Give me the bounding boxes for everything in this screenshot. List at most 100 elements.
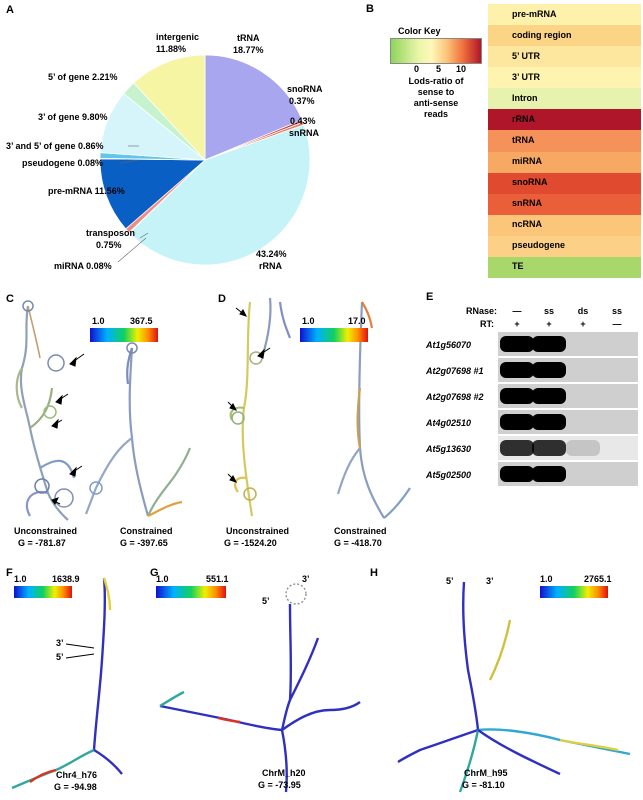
gel-band-0-0 (500, 336, 534, 352)
gel-band-4-2 (566, 440, 600, 456)
gel-strip-1 (498, 358, 638, 382)
structure-h (397, 581, 631, 793)
f-three-prime: 3’ (56, 638, 64, 648)
structure-c-unconstrained (15, 300, 76, 521)
gel-band-5-1 (532, 466, 566, 482)
arrows-c (51, 353, 85, 505)
heatmap-label-7: miRNA (512, 156, 543, 167)
f-arrow-3 (65, 643, 95, 649)
color-key-tick-5: 5 (436, 64, 442, 74)
gel-band-5-0 (500, 466, 534, 482)
heatmap-cell-4: Intron (488, 88, 641, 110)
scale-f-min: 1.0 (14, 574, 27, 584)
rt-header-2: + (580, 319, 586, 329)
gel-gene-label-5: At5g02500 (426, 470, 472, 480)
heatmap-cell-0: pre-mRNA (488, 4, 641, 26)
scale-f-bar (14, 586, 72, 598)
leader-mirna (117, 237, 147, 263)
scale-g-max: 551.1 (206, 574, 229, 584)
rnase-header-1: ss (543, 306, 554, 316)
caption-d-left: Unconstrained (226, 526, 289, 536)
caption-d-right: Constrained (334, 526, 387, 536)
rnase-label: RNase: (466, 306, 498, 316)
pie-label-transposon: transposon (86, 228, 135, 238)
heatmap-label-0: pre-mRNA (512, 8, 557, 19)
pie-label-3gene: 3’ of gene 9.80% (38, 112, 108, 122)
rnase-header-0: — (512, 306, 522, 316)
heatmap-column: pre-mRNA coding region 5’ UTR 3’ UTR Intron r… (488, 4, 641, 279)
panel-d-letter: D (218, 293, 226, 305)
pie-slice-3 (128, 124, 311, 266)
pie-label-mirna: miRNA 0.08% (54, 261, 112, 271)
panel-b-letter: B (366, 3, 374, 15)
pie-pct-snrna: 0.43% (290, 116, 316, 126)
h-name: ChrM_h95 (464, 768, 508, 778)
rt-label: RT: (480, 319, 494, 329)
panel-e: E RNase: RT: — ss ds ss + + + — At1g56070 At2g07… (420, 288, 643, 498)
scale-g-bar (156, 586, 226, 598)
panel-e-letter: E (426, 291, 434, 303)
f-five-prime: 5’ (56, 652, 64, 662)
heatmap-cell-12: TE (488, 256, 641, 279)
scale-c-min: 1.0 (92, 316, 105, 326)
rt-header-1: + (546, 319, 552, 329)
scale-d-min: 1.0 (302, 316, 315, 326)
color-key-caption: Lods-ratio of sense to anti-sense reads (390, 76, 482, 120)
g-five-prime: 5’ (262, 596, 270, 606)
panels-f-g-h: F G H 1.0 1638.9 3’ 5’ Chr4_h76 G = -94.… (6, 567, 631, 793)
panel-g-letter: G (150, 567, 159, 579)
color-key-tick-10: 10 (456, 64, 467, 74)
panel-c-letter: C (6, 293, 14, 305)
heatmap-cell-7: miRNA (488, 151, 641, 174)
gel-gene-label-4: At5g13630 (426, 444, 472, 454)
scale-h-max: 2765.1 (584, 574, 612, 584)
heatmap-label-2: 5’ UTR (512, 50, 541, 61)
g-d-left: G = -1524.20 (224, 538, 277, 548)
pie-label-intergenic: intergenic (156, 32, 199, 42)
g-c-right: G = -397.65 (120, 538, 168, 548)
color-key-gradient (390, 38, 482, 64)
scale-d-bar (300, 328, 368, 342)
caption-c-right: Constrained (120, 526, 173, 536)
heatmap-label-9: snRNA (512, 198, 543, 209)
f-g: G = -94.98 (54, 782, 97, 792)
h-g: G = -81.10 (462, 780, 505, 790)
heatmap-cell-2: 5’ UTR (488, 46, 641, 68)
gel-band-1-0 (500, 362, 534, 378)
g-three-prime: 3’ (302, 574, 310, 584)
heatmap-cell-10: ncRNA (488, 214, 641, 237)
g-c-left: G = -781.87 (18, 538, 66, 548)
gel-band-2-0 (500, 388, 534, 404)
panel-a: A intergenic 11.88% tRNA 18.77% snoRNA 0… (6, 4, 323, 271)
heatmap-label-3: 3’ UTR (512, 71, 541, 82)
gel-band-4-1 (532, 440, 566, 456)
gel-gene-label-1: At2g07698 #1 (426, 366, 484, 376)
gel-band-0-1 (532, 336, 566, 352)
pie-pct-trna: 18.77% (233, 45, 264, 55)
heatmap-cell-5: rRNA (488, 109, 641, 131)
pie-label-snorna: snoRNA (287, 84, 323, 94)
leader-snrna (285, 123, 295, 129)
caption-line-1: Lods-ratio of (408, 76, 464, 86)
gel-gene-label-3: At4g02510 (426, 418, 472, 428)
heatmap-label-1: coding region (512, 29, 572, 40)
panel-h-letter: H (370, 567, 378, 579)
scale-h-min: 1.0 (540, 574, 553, 584)
pie-label-5gene: 5’ of gene 2.21% (48, 72, 118, 82)
scale-d-max: 17.0 (348, 316, 366, 326)
heatmap-label-4: Intron (512, 92, 538, 103)
caption-c-left: Unconstrained (14, 526, 77, 536)
gel-band-2-1 (532, 388, 566, 404)
heatmap-label-12: TE (512, 261, 524, 272)
rnase-header-2: ds (577, 306, 589, 316)
pie-slice-11 (133, 54, 206, 162)
gel-band-1-1 (532, 362, 566, 378)
gel-gene-label-0: At1g56070 (426, 340, 472, 350)
pie-labels: intergenic 11.88% tRNA 18.77% snoRNA 0.3… (6, 32, 323, 271)
scale-g-min: 1.0 (156, 574, 169, 584)
pie-pct-intergenic: 11.88% (156, 44, 186, 54)
structure-f (11, 577, 123, 790)
heatmap-label-10: ncRNA (512, 219, 543, 230)
heatmap-cell-11: pseudogene (488, 235, 641, 258)
